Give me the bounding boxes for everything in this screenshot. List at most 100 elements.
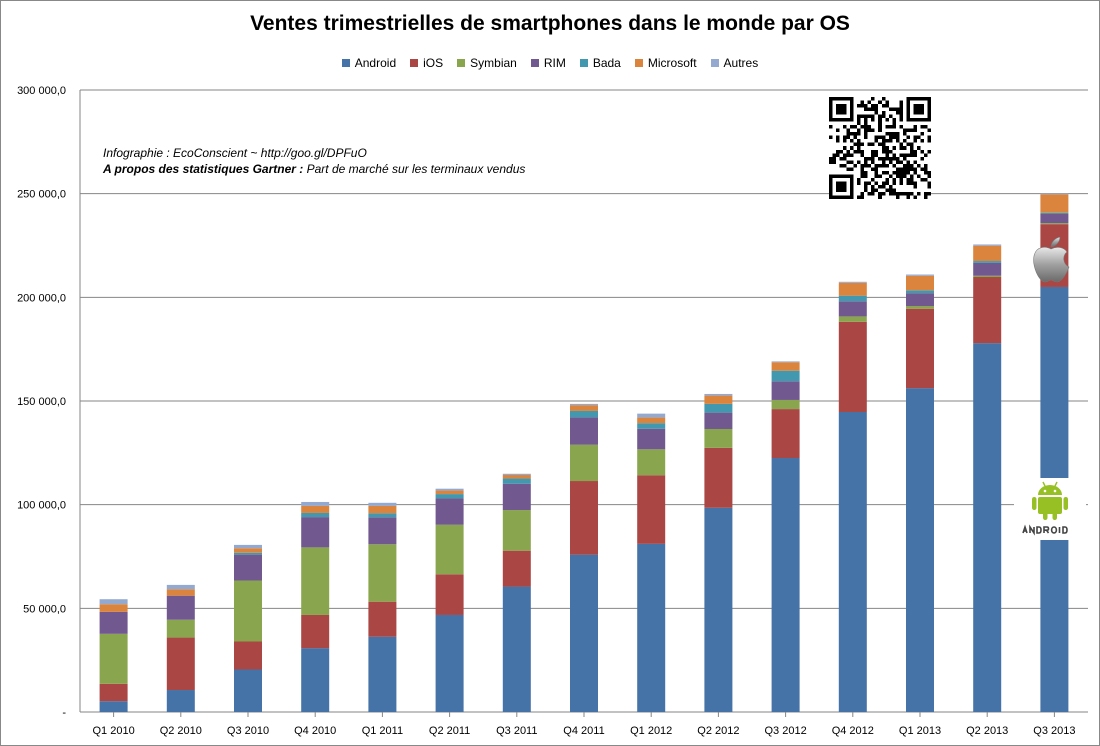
bar-segment-bada bbox=[570, 410, 598, 418]
bar-segment-autres bbox=[435, 488, 464, 491]
annotation-gartner-bold: A propos des statistiques Gartner : bbox=[103, 162, 304, 176]
bar-segment-microsoft bbox=[906, 275, 934, 291]
bar-segment-autres bbox=[99, 599, 128, 605]
bar-segment-android bbox=[838, 411, 867, 712]
y-tick-label: 150 000,0 bbox=[17, 396, 66, 408]
legend-label: Symbian bbox=[470, 56, 517, 70]
bar-segment-microsoft bbox=[1040, 194, 1069, 213]
bar-segment-bada bbox=[838, 295, 867, 302]
bar-segment-ios bbox=[838, 321, 867, 412]
bar-segment-rim bbox=[435, 498, 464, 525]
y-tick-label: 100 000,0 bbox=[17, 500, 66, 512]
bar-segment-autres bbox=[502, 473, 531, 476]
bar-segment-autres bbox=[1040, 193, 1069, 195]
bar-segment-ios bbox=[704, 447, 733, 508]
bar-segment-microsoft bbox=[435, 490, 464, 495]
x-tick-label: Q1 2011 bbox=[362, 725, 403, 737]
bar-segment-microsoft bbox=[973, 245, 1002, 262]
legend-item-rim: RIM bbox=[530, 56, 566, 70]
bar-segment-rim bbox=[637, 428, 666, 450]
legend-swatch bbox=[579, 59, 588, 67]
bar-segment-ios bbox=[234, 641, 262, 670]
x-tick-label: Q4 2012 bbox=[832, 725, 874, 737]
bar-segment-bada bbox=[704, 403, 733, 413]
x-tick-label: Q1 2013 bbox=[899, 725, 941, 737]
bar-segment-symbian bbox=[906, 306, 934, 309]
bar-segment-bada bbox=[368, 513, 397, 518]
bar-segment-rim bbox=[234, 554, 262, 581]
bar-segment-android bbox=[771, 458, 800, 712]
bar-segment-bada bbox=[771, 370, 800, 382]
bar-segment-autres bbox=[234, 544, 262, 549]
bar-segment-microsoft bbox=[637, 417, 666, 424]
bar-segment-android bbox=[368, 636, 397, 712]
bar-segment-rim bbox=[838, 301, 867, 317]
bar-segment-rim bbox=[570, 417, 598, 445]
x-tick-label: Q2 2011 bbox=[429, 725, 470, 737]
bar-segment-microsoft bbox=[570, 405, 598, 411]
bar-segment-ios bbox=[906, 308, 934, 389]
x-tick-label: Q1 2012 bbox=[630, 725, 672, 737]
bar-segment-ios bbox=[99, 683, 128, 702]
legend-label: Microsoft bbox=[647, 56, 697, 70]
bar-segment-ios bbox=[570, 481, 598, 555]
bar-segment-android bbox=[99, 701, 128, 712]
x-tick-label: Q3 2011 bbox=[496, 725, 537, 737]
bar-segment-rim bbox=[906, 293, 934, 307]
legend-label: RIM bbox=[543, 56, 566, 70]
bar-segment-rim bbox=[704, 412, 733, 429]
annotation-gartner-text: Part de marché sur les terminaux vendus bbox=[303, 162, 526, 176]
bar-segment-microsoft bbox=[301, 505, 330, 513]
bar-segment-bada bbox=[301, 512, 330, 518]
bar-segment-rim bbox=[771, 381, 800, 400]
legend-swatch bbox=[410, 59, 419, 67]
bar-segment-symbian bbox=[838, 316, 867, 322]
x-tick-label: Q4 2010 bbox=[294, 725, 336, 737]
bar-segment-ios bbox=[435, 574, 464, 615]
bar-segment-microsoft bbox=[166, 589, 195, 596]
bar-segment-bada bbox=[502, 478, 531, 484]
legend-label: Bada bbox=[592, 56, 621, 70]
legend-label: iOS bbox=[423, 56, 444, 70]
bar-segment-symbian bbox=[1040, 223, 1069, 225]
bar-segment-symbian bbox=[771, 399, 800, 410]
bar-segment-android bbox=[502, 586, 531, 712]
legend-label: Android bbox=[354, 56, 397, 70]
bar-segment-android bbox=[704, 507, 733, 712]
legend-swatch bbox=[341, 59, 350, 67]
bar-segment-rim bbox=[1040, 213, 1069, 224]
bar-segment-autres bbox=[838, 281, 867, 283]
bar-segment-android bbox=[570, 554, 598, 712]
y-tick-label: 200 000,0 bbox=[17, 292, 66, 304]
bar-segment-microsoft bbox=[771, 362, 800, 371]
legend-item-android: Android bbox=[341, 56, 397, 70]
legend-swatch bbox=[530, 59, 539, 67]
bar-segment-autres bbox=[637, 413, 666, 418]
bar-segment-microsoft bbox=[368, 505, 397, 514]
bar-segment-symbian bbox=[570, 444, 598, 482]
legend-item-symbian: Symbian bbox=[457, 56, 517, 70]
bar-segment-ios bbox=[368, 601, 397, 637]
bar-segment-ios bbox=[502, 550, 531, 587]
bar-segment-rim bbox=[99, 611, 128, 634]
x-tick-label: Q3 2010 bbox=[227, 725, 269, 737]
legend-item-bada: Bada bbox=[579, 56, 621, 70]
chart-legend: Android iOS Symbian RIM Bada Microsoft Autres bbox=[0, 56, 1100, 70]
bar-segment-android bbox=[435, 614, 464, 712]
bar-segment-symbian bbox=[301, 547, 330, 615]
bar-segment-symbian bbox=[99, 633, 128, 684]
bar-segment-autres bbox=[301, 501, 330, 506]
bar-segment-symbian bbox=[637, 449, 666, 476]
bar-segment-symbian bbox=[435, 524, 464, 575]
y-tick-label: 250 000,0 bbox=[17, 189, 66, 201]
x-tick-label: Q2 2010 bbox=[160, 725, 202, 737]
bar-segment-ios bbox=[301, 614, 330, 649]
bar-segment-ios bbox=[166, 637, 195, 691]
bar-segment-android bbox=[973, 343, 1002, 712]
bar-segment-ios bbox=[771, 409, 800, 459]
y-tick-label: 300 000,0 bbox=[17, 85, 66, 97]
bar-segment-autres bbox=[704, 393, 733, 396]
y-tick-label: - bbox=[62, 707, 66, 719]
bar-segment-android bbox=[166, 690, 195, 712]
